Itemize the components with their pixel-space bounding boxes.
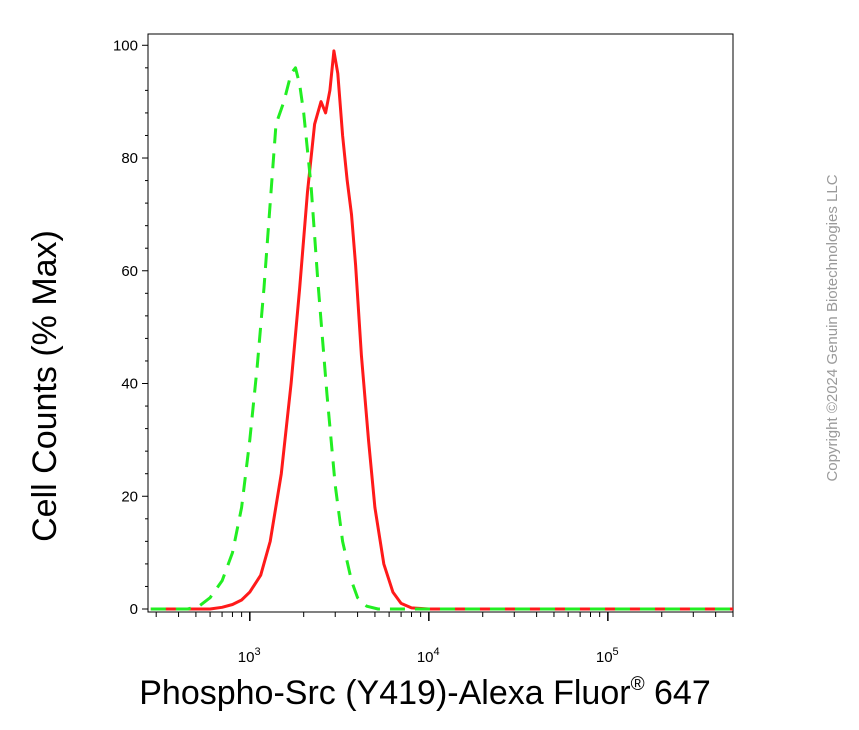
x-tick-label-base: 10 [596, 649, 613, 666]
x-tick-label-exponent: 3 [254, 646, 260, 658]
y-tick-label: 20 [121, 488, 138, 505]
y-axis-ticks: 0 20 40 60 80 100 [113, 37, 148, 618]
plot-frame [147, 33, 734, 613]
copyright-watermark: Copyright ©2024 Genuin Biotechnologies L… [824, 174, 841, 481]
x-tick-label-base: 10 [238, 649, 255, 666]
y-tick-label: 80 [121, 150, 138, 167]
x-tick-label: 105 [596, 646, 619, 666]
y-tick-label: 40 [121, 376, 138, 393]
y-tick-label: 100 [113, 37, 138, 54]
x-axis-title-superscript: ® [631, 674, 645, 695]
y-tick-label: 60 [121, 263, 138, 280]
series-line-dashed [150, 66, 733, 611]
series-layer [150, 49, 733, 611]
x-axis-title: Phospho-Src (Y419)-Alexa Fluor® 647 [139, 674, 711, 712]
x-axis-ticks: 103 104 105 [155, 612, 734, 666]
series-line-solid [150, 49, 733, 611]
x-axis-title-suffix: 647 [645, 674, 711, 712]
x-tick-label-exponent: 5 [613, 646, 619, 658]
x-tick-label: 104 [417, 646, 440, 666]
x-tick-label-exponent: 4 [434, 646, 440, 658]
x-tick-label-base: 10 [417, 649, 434, 666]
x-tick-label: 103 [238, 646, 261, 666]
y-axis-title: Cell Counts (% Max) [26, 230, 64, 542]
x-axis-title-main: Phospho-Src (Y419)-Alexa Fluor [139, 674, 630, 712]
y-tick-label: 0 [130, 601, 138, 618]
